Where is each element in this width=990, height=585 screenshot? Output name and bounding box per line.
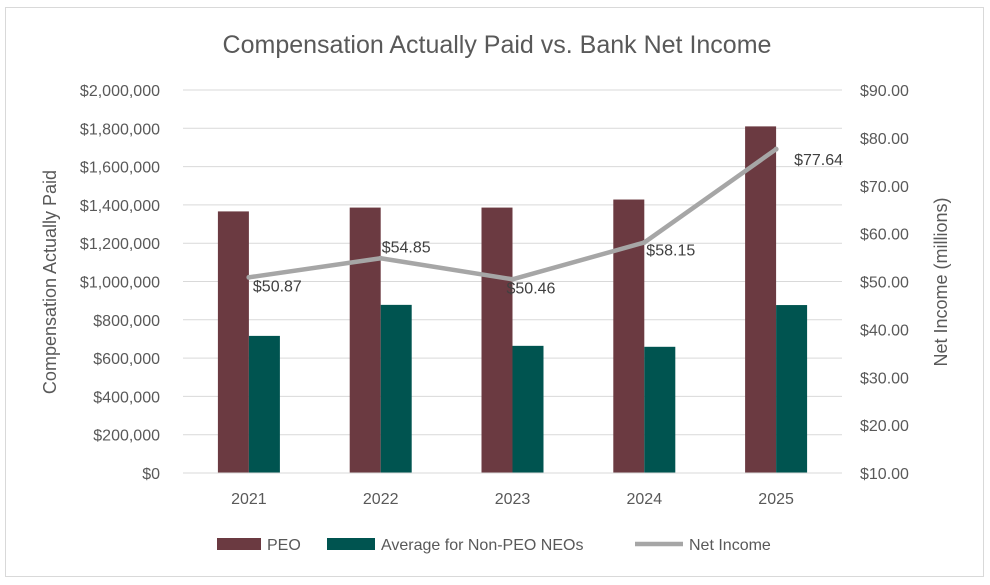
legend-swatch <box>217 538 261 550</box>
net-income-data-label: $50.46 <box>507 280 556 297</box>
y-tick-left: $400,000 <box>93 389 160 406</box>
bar-non-peo <box>380 304 412 473</box>
net-income-point <box>773 146 779 152</box>
legend-label: Net Income <box>689 537 771 554</box>
legend-swatch <box>327 538 375 550</box>
legend: PEO Average for Non-PEO NEOs Net Income <box>217 537 771 554</box>
y-tick-left: $800,000 <box>93 313 160 330</box>
y-tick-left: $1,400,000 <box>80 198 160 215</box>
bar-peo <box>745 126 777 473</box>
y-tick-left: $1,800,000 <box>80 121 160 138</box>
y-tick-left: $1,600,000 <box>80 160 160 177</box>
bars <box>217 126 808 473</box>
y-tick-right: $40.00 <box>860 322 909 339</box>
net-income-data-label: $77.64 <box>794 152 843 169</box>
net-income-point <box>378 255 384 261</box>
y-axis-left-label: Compensation Actually Paid <box>40 170 60 394</box>
axes: $0 $200,000 $400,000 $600,000 $800,000 $1,000… <box>80 83 909 508</box>
chart-title: Compensation Actually Paid vs. Bank Net … <box>223 31 772 59</box>
net-income-line-layer: $50.87 $54.85 $50.46 $58.15 $77.64 <box>246 146 843 297</box>
y-tick-right: $70.00 <box>860 179 909 196</box>
net-income-data-label: $58.15 <box>646 242 695 259</box>
y-tick-left: $200,000 <box>93 428 160 445</box>
bar-peo <box>613 199 645 473</box>
y-tick-right: $50.00 <box>860 275 909 292</box>
y-tick-right: $80.00 <box>860 131 909 148</box>
bar-non-peo <box>512 345 544 473</box>
y-tick-right: $60.00 <box>860 227 909 244</box>
legend-label: PEO <box>267 537 301 554</box>
net-income-data-label: $54.85 <box>382 239 431 256</box>
bar-non-peo <box>776 305 808 473</box>
y-tick-left: $1,200,000 <box>80 236 160 253</box>
x-tick-label: 2025 <box>758 491 794 508</box>
bar-peo <box>217 211 249 473</box>
y-tick-right: $20.00 <box>860 418 909 435</box>
x-tick-label: 2023 <box>495 491 531 508</box>
y-tick-left: $1,000,000 <box>80 275 160 292</box>
net-income-point <box>641 239 647 245</box>
x-tick-label: 2022 <box>363 491 399 508</box>
y-tick-left: $0 <box>142 466 160 483</box>
y-axis-right-label: Net Income (millions) <box>931 197 951 366</box>
y-tick-left: $600,000 <box>93 351 160 368</box>
net-income-point <box>246 274 252 280</box>
bar-non-peo <box>248 335 280 473</box>
y-tick-right: $30.00 <box>860 370 909 387</box>
y-tick-right: $90.00 <box>860 83 909 100</box>
bar-non-peo <box>644 346 676 473</box>
x-tick-label: 2024 <box>627 491 663 508</box>
bar-peo <box>481 207 513 473</box>
legend-label: Average for Non-PEO NEOs <box>381 537 583 554</box>
y-tick-right: $10.00 <box>860 466 909 483</box>
y-tick-left: $2,000,000 <box>80 83 160 100</box>
x-tick-label: 2021 <box>231 491 267 508</box>
bar-peo <box>349 207 381 473</box>
net-income-data-label: $50.87 <box>253 278 302 295</box>
net-income-point <box>510 276 515 282</box>
